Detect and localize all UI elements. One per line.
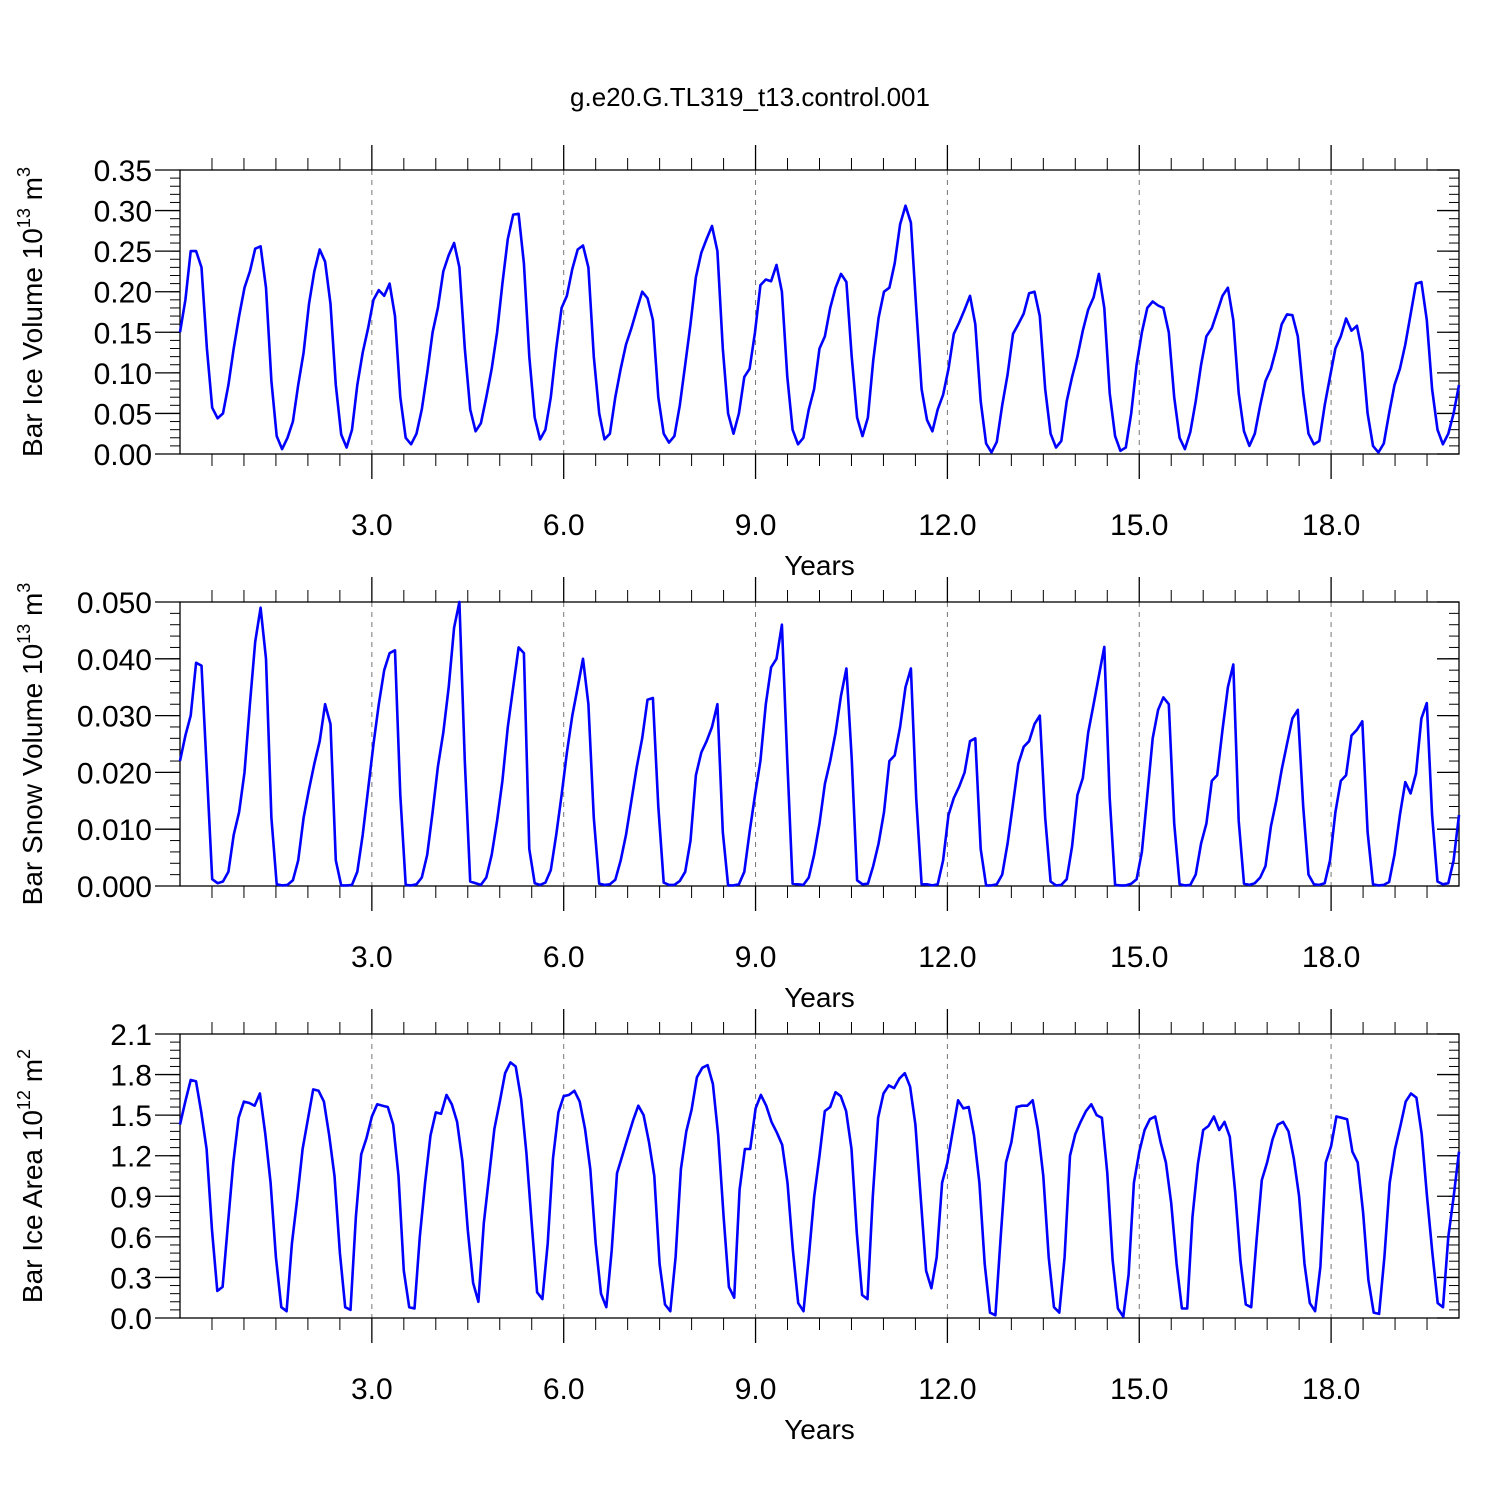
y-tick-label-3: 0.15 [94,317,152,350]
y-tick-label-7: 0.35 [94,155,152,188]
y-tick-label-5: 0.25 [94,236,152,269]
panel-3: 0.0 0.3 0.6 0.9 1.2 1.5 1.8 2.1 3.0 6.0 9.0 12.0 15.… [14,1009,1461,1445]
x-tick-label-0: 3.0 [351,1373,393,1406]
y-axis-title-superscript: 12 [14,1090,34,1110]
y-tick-label-5: 0.050 [77,587,152,620]
plot-frame [179,169,1460,455]
y-axis-title: Bar Ice Area 1012 m2 [14,1049,48,1303]
panel-1: 0.00 0.05 0.10 0.15 0.20 0.25 0.30 0.35 3.0 6.0 9.… [14,145,1461,581]
x-tick-label-1: 6.0 [543,1373,585,1406]
y-axis-title-part: Bar Snow Volume 10 [17,644,48,906]
y-axis-title-superscript: 2 [14,1049,34,1059]
x-tick-label-1: 6.0 [543,941,585,974]
x-tick-label-2: 9.0 [735,941,777,974]
y-tick-label-4: 0.040 [77,644,152,677]
series-line [178,204,1461,454]
y-axis-title-part: Bar Ice Area 10 [17,1110,48,1303]
y-tick-label-4: 0.20 [94,277,152,310]
plot-frame [179,1033,1460,1319]
x-tick-label-0: 3.0 [351,509,393,542]
x-tick-label-5: 18.0 [1302,509,1360,542]
y-tick-label-6: 0.30 [94,196,152,229]
y-axis-title-part: m [17,1059,48,1090]
panel-2: 0.000 0.010 0.020 0.030 0.040 0.050 3.0 6.0 9.0 1… [14,577,1461,1013]
y-tick-label-4: 1.2 [110,1141,152,1174]
x-axis-title: Years [784,550,855,581]
series-line [178,1061,1461,1318]
y-axis-title-superscript: 3 [14,167,34,177]
y-tick-label-5: 1.5 [110,1100,152,1133]
x-tick-label-0: 3.0 [351,941,393,974]
y-tick-label-6: 1.8 [110,1060,152,1093]
y-axis-title: Bar Ice Volume 1013 m3 [14,167,48,457]
y-tick-label-0: 0.0 [110,1303,152,1336]
plot-frame [179,601,1460,887]
x-tick-label-1: 6.0 [543,509,585,542]
y-axis-title-superscript: 13 [14,624,34,644]
y-tick-label-1: 0.010 [77,814,152,847]
x-tick-label-3: 12.0 [918,1373,976,1406]
x-tick-label-4: 15.0 [1110,1373,1168,1406]
y-tick-label-3: 0.9 [110,1181,152,1214]
y-tick-label-2: 0.020 [77,757,152,790]
x-tick-label-4: 15.0 [1110,941,1168,974]
x-axis-title: Years [784,1414,855,1445]
y-axis-title-part: Bar Ice Volume 10 [17,228,48,457]
y-axis-title-superscript: 3 [14,583,34,593]
x-tick-label-5: 18.0 [1302,1373,1360,1406]
x-tick-label-2: 9.0 [735,509,777,542]
x-tick-label-4: 15.0 [1110,509,1168,542]
x-tick-label-3: 12.0 [918,509,976,542]
y-tick-label-2: 0.10 [94,358,152,391]
y-tick-label-1: 0.05 [94,398,152,431]
y-axis-title: Bar Snow Volume 1013 m3 [14,583,48,906]
y-tick-label-0: 0.000 [77,871,152,904]
y-axis-title-part: m [17,177,48,208]
y-tick-label-1: 0.3 [110,1262,152,1295]
y-tick-label-7: 2.1 [110,1019,152,1052]
x-tick-label-2: 9.0 [735,1373,777,1406]
y-tick-label-3: 0.030 [77,701,152,734]
y-tick-label-0: 0.00 [94,439,152,472]
panels: 0.00 0.05 0.10 0.15 0.20 0.25 0.30 0.35 3.0 6.0 9.… [14,145,1461,1445]
series-line [178,600,1461,887]
y-tick-label-2: 0.6 [110,1222,152,1255]
y-axis-title-part: m [17,593,48,624]
chart-title: g.e20.G.TL319_t13.control.001 [570,82,930,112]
x-tick-label-5: 18.0 [1302,941,1360,974]
x-axis-title: Years [784,982,855,1013]
x-tick-label-3: 12.0 [918,941,976,974]
y-axis-title-superscript: 13 [14,208,34,228]
